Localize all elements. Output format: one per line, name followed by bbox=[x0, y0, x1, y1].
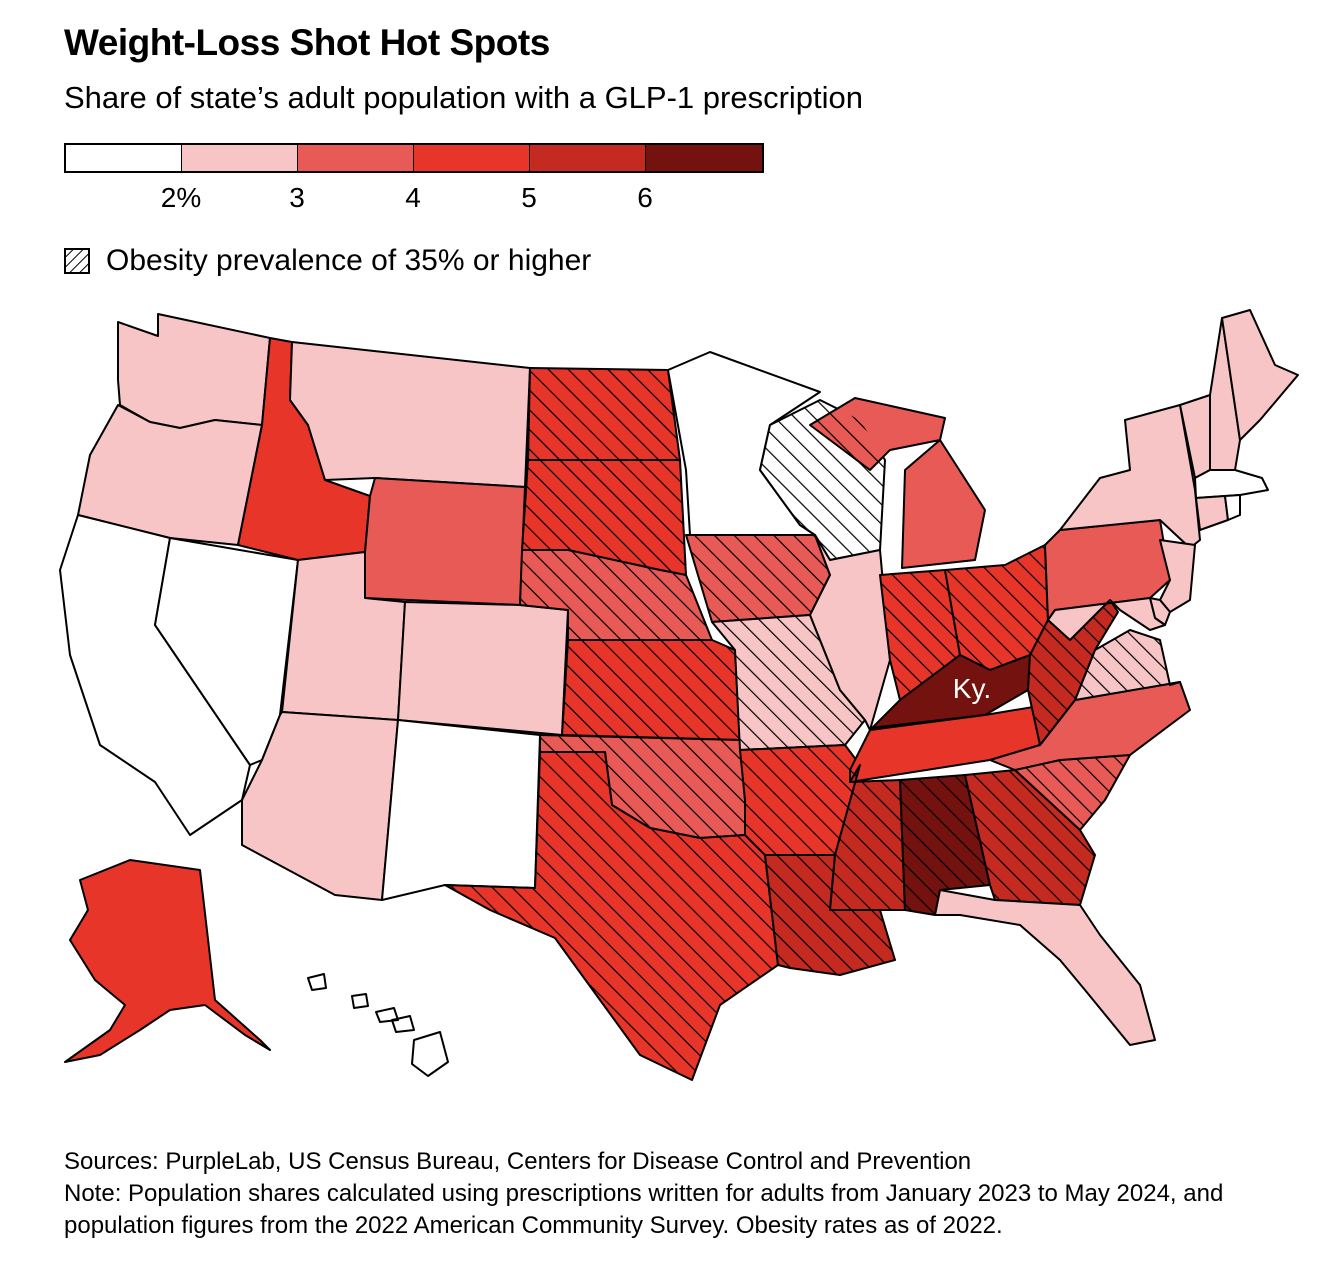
state-washington bbox=[117, 313, 271, 429]
hatch-texas bbox=[445, 752, 778, 1080]
legend-tick: 4 bbox=[405, 182, 421, 213]
chart-title: Weight-Loss Shot Hot Spots bbox=[64, 22, 550, 63]
hatch-arkansas bbox=[740, 745, 860, 855]
color-legend bbox=[64, 143, 764, 173]
note-text: Note: Population shares calculated using… bbox=[64, 1180, 1224, 1239]
hatch-north-dakota bbox=[528, 368, 680, 460]
state-connecticut bbox=[1195, 495, 1229, 531]
legend-tick: 3 bbox=[289, 182, 305, 213]
notes: Sources: PurpleLab, US Census Bureau, Ce… bbox=[64, 1146, 1304, 1242]
chart-subtitle: Share of state’s adult population with a… bbox=[64, 80, 864, 115]
state-hawaii bbox=[307, 973, 449, 1077]
state-montana bbox=[289, 341, 531, 488]
hatch-virginia bbox=[1040, 630, 1180, 745]
state-alaska bbox=[64, 859, 271, 1063]
hatch-alabama bbox=[900, 775, 990, 915]
hatch-swatch-icon bbox=[64, 248, 90, 274]
legend-tick: 5 bbox=[521, 182, 537, 213]
legend-swatch-0 bbox=[66, 145, 182, 171]
state-florida bbox=[934, 889, 1156, 1046]
legend-swatch-3 bbox=[414, 145, 530, 171]
state-wyoming bbox=[364, 477, 526, 606]
legend-tick: 6 bbox=[637, 182, 653, 213]
legend-swatch-2 bbox=[298, 145, 414, 171]
state-colorado bbox=[397, 601, 569, 736]
hatch-georgia bbox=[965, 770, 1095, 905]
hatch-indiana bbox=[880, 570, 960, 700]
hatch-ohio bbox=[945, 545, 1048, 670]
hatch-missouri bbox=[712, 615, 865, 750]
hatch-oklahoma bbox=[540, 735, 745, 838]
state-new-mexico bbox=[381, 719, 541, 901]
hatch-legend-label: Obesity prevalence of 35% or higher bbox=[106, 244, 592, 277]
hatch-west-virginia bbox=[1028, 600, 1118, 745]
hatch-wisconsin bbox=[760, 400, 885, 560]
hatch-mississippi bbox=[830, 765, 905, 910]
state-new-york bbox=[1059, 404, 1201, 549]
hatch-iowa bbox=[686, 535, 830, 622]
kentucky-label: Ky. bbox=[953, 673, 991, 704]
sources-text: Sources: PurpleLab, US Census Bureau, Ce… bbox=[64, 1148, 972, 1175]
state-rhode-island bbox=[1224, 494, 1241, 521]
state-maine bbox=[1221, 309, 1299, 441]
legend-swatch-1 bbox=[182, 145, 298, 171]
hatch-legend: Obesity prevalence of 35% or higher bbox=[64, 244, 591, 278]
state-massachusetts bbox=[1194, 469, 1269, 499]
hatch-louisiana bbox=[765, 855, 895, 975]
hatch-south-dakota bbox=[522, 460, 686, 575]
hatch-kansas bbox=[562, 640, 740, 740]
state-new-hampshire bbox=[1209, 317, 1241, 471]
hatch-south-carolina bbox=[1015, 755, 1130, 830]
legend-swatch-4 bbox=[530, 145, 646, 171]
legend-swatch-5 bbox=[646, 145, 762, 171]
hatch-nebraska bbox=[520, 550, 712, 640]
legend-tick: 2% bbox=[160, 182, 202, 213]
us-map: Ky. bbox=[59, 309, 1299, 1081]
